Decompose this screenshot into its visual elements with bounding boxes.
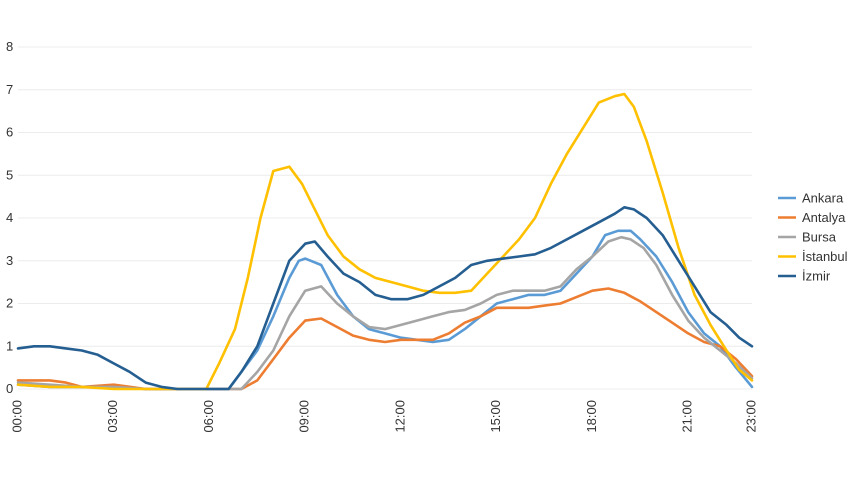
legend-label: Ankara — [802, 191, 844, 206]
y-tick-label: 2 — [6, 296, 13, 311]
x-tick-label: 12:00 — [392, 400, 407, 433]
x-tick-label: 18:00 — [584, 400, 599, 433]
series-line-4 — [16, 206, 754, 391]
legend-label: İstanbul — [802, 249, 848, 264]
x-tick-label: 06:00 — [201, 400, 216, 433]
legend-label: Bursa — [802, 230, 837, 245]
y-tick-label: 0 — [6, 381, 13, 396]
x-axis: 00:00 03:00 06:00 09:00 12:00 15:00 18:00 21:00… — [9, 400, 758, 433]
x-tick-label: 09:00 — [297, 400, 312, 433]
y-tick-label: 4 — [6, 210, 13, 225]
legend: Ankara Antalya Bursa İstanbul İzmir — [778, 191, 848, 284]
grid-layer — [18, 46, 752, 390]
x-tick-label: 23:00 — [743, 400, 758, 433]
x-tick-label: 21:00 — [680, 400, 695, 433]
series-line-0 — [16, 229, 754, 391]
y-tick-label: 8 — [6, 39, 13, 54]
y-tick-label: 3 — [6, 253, 13, 268]
y-tick-label: 6 — [6, 125, 13, 140]
y-tick-label: 1 — [6, 338, 13, 353]
x-tick-label: 15:00 — [488, 400, 503, 433]
y-tick-label: 7 — [6, 82, 13, 97]
y-tick-label: 5 — [6, 167, 13, 182]
y-axis: 0 1 2 3 4 5 6 7 8 — [6, 39, 13, 396]
legend-label: İzmir — [802, 269, 831, 284]
x-tick-label: 03:00 — [105, 400, 120, 433]
series-line-2 — [16, 235, 754, 391]
legend-label: Antalya — [802, 210, 846, 225]
x-tick-label: 00:00 — [9, 400, 24, 433]
series-layer — [16, 92, 754, 391]
